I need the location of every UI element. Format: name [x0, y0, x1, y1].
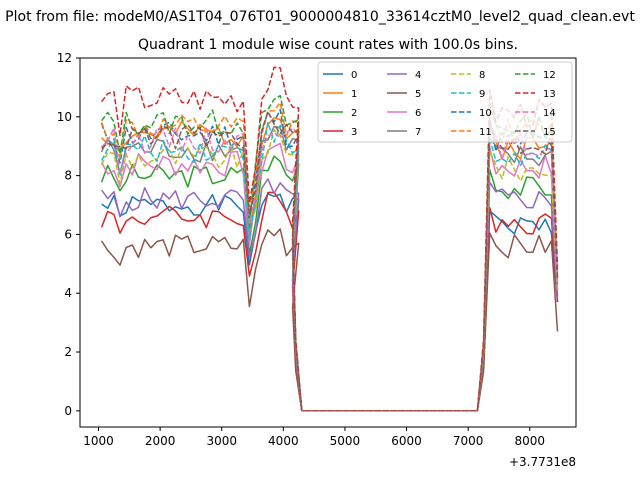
y-tick-label: 0	[64, 404, 72, 418]
legend-label-5: 5	[415, 89, 421, 100]
legend-label-14: 14	[543, 108, 556, 119]
series-line-15	[101, 110, 559, 412]
series-line-14	[101, 124, 559, 412]
series-line-1	[101, 117, 559, 412]
plot-frame	[79, 57, 577, 428]
x-tick-label: 8000	[515, 434, 546, 448]
y-tick-label: 4	[64, 286, 72, 300]
legend-label-12: 12	[543, 70, 556, 81]
legend-box	[317, 61, 573, 143]
legend-label-13: 13	[543, 89, 556, 100]
series-line-3	[100, 191, 559, 412]
y-axis: 0 2 4 6 8 10 12	[57, 51, 80, 418]
legend-label-8: 8	[479, 70, 485, 81]
x-tick-label: 7000	[453, 434, 484, 448]
x-tick-label: 6000	[391, 434, 422, 448]
x-axis: 1000 2000 3000 4000 5000 6000 7000 8000	[83, 427, 545, 448]
y-tick-label: 10	[57, 110, 72, 124]
y-tick-label: 12	[57, 51, 72, 65]
legend-label-4: 4	[415, 70, 421, 81]
legend-label-15: 15	[543, 127, 556, 138]
legend-label-2: 2	[351, 108, 357, 119]
legend-label-11: 11	[479, 127, 492, 138]
chart-title: Quadrant 1 module wise count rates with …	[138, 37, 518, 53]
x-tick-label: 2000	[145, 434, 176, 448]
x-tick-label: 5000	[330, 434, 361, 448]
series-layer	[100, 66, 559, 412]
legend-label-10: 10	[479, 108, 492, 119]
x-tick-label: 1000	[83, 434, 114, 448]
series-line-5	[100, 228, 559, 412]
series-line-4	[100, 178, 559, 412]
series-line-9	[100, 121, 559, 412]
legend-label-0: 0	[351, 70, 357, 81]
y-tick-label: 8	[64, 169, 72, 183]
y-tick-label: 2	[64, 345, 72, 359]
series-line-2	[100, 155, 559, 412]
y-tick-label: 6	[64, 227, 72, 241]
legend-label-1: 1	[351, 89, 357, 100]
legend-label-9: 9	[479, 89, 485, 100]
x-offset-label: +3.7731e8	[509, 455, 576, 469]
figure-suptitle: Plot from file: modeM0/AS1T04_076T01_900…	[5, 9, 635, 25]
legend-label-6: 6	[415, 108, 421, 119]
legend-label-3: 3	[351, 127, 357, 138]
x-tick-label: 3000	[206, 434, 237, 448]
x-tick-label: 4000	[268, 434, 299, 448]
legend-label-7: 7	[415, 127, 421, 138]
